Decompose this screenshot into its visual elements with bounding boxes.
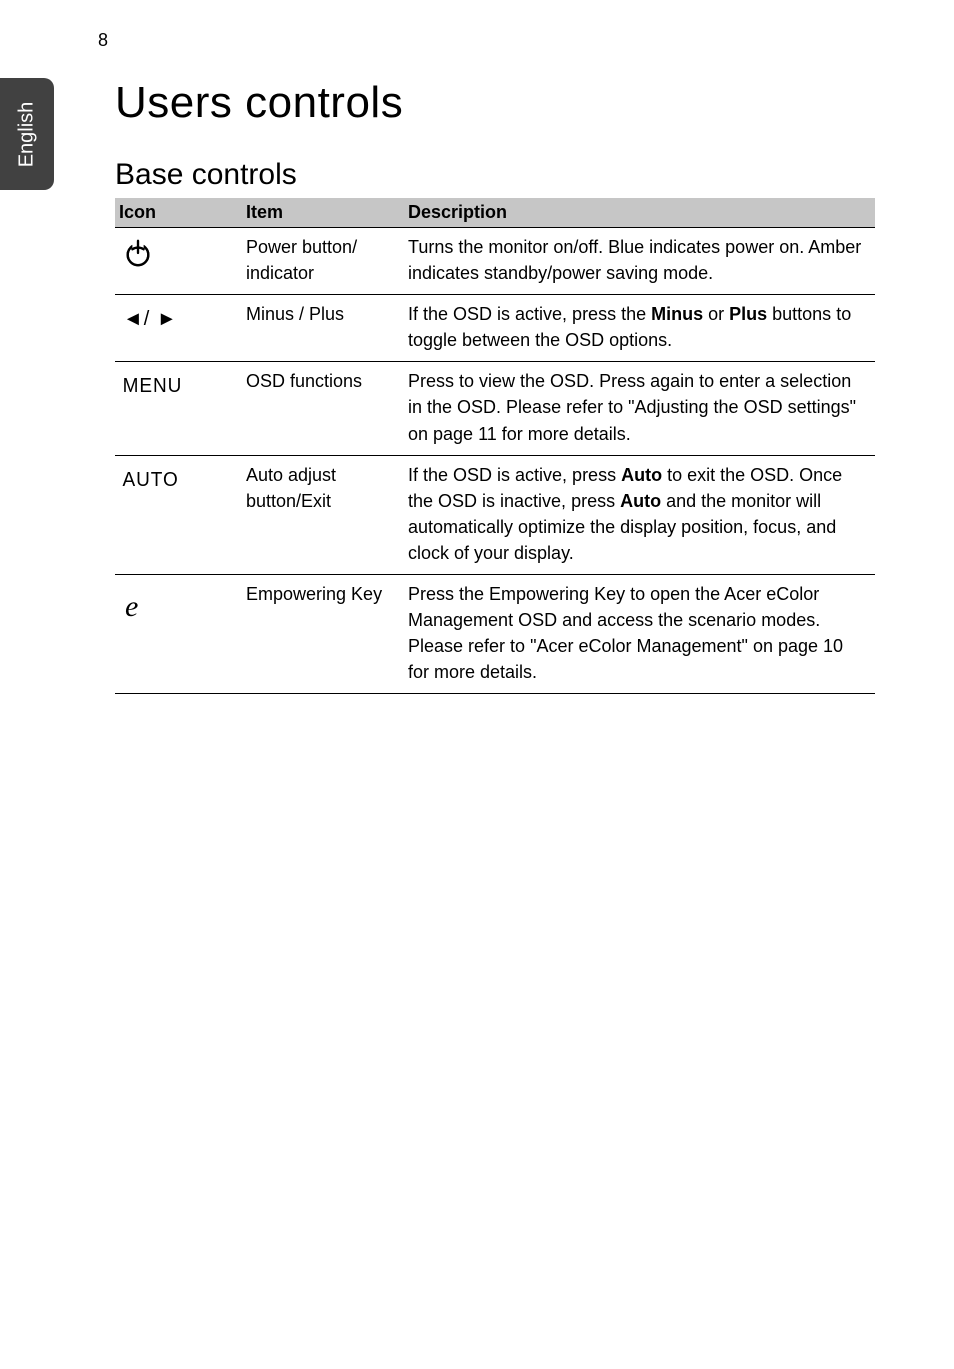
table-row: ◄/ ► Minus / Plus If the OSD is active, … [115, 295, 875, 362]
desc-text: If the OSD is active, press [408, 465, 621, 485]
desc-minusplus: If the OSD is active, press the Minus or… [404, 295, 875, 362]
icon-cell-empowering: e [115, 575, 242, 694]
table-row: Power button/ indicator Turns the monito… [115, 228, 875, 295]
menu-icon: MENU [123, 372, 183, 401]
table-row: e Empowering Key Press the Empowering Ke… [115, 575, 875, 694]
desc-bold: Minus [651, 304, 703, 324]
page-number: 8 [98, 30, 108, 51]
main-content: Users controls Base controls Icon Item D… [115, 78, 875, 694]
item-empowering: Empowering Key [242, 575, 404, 694]
item-auto: Auto adjust button/Exit [242, 455, 404, 574]
desc-bold: Auto [621, 465, 662, 485]
icon-cell-arrows: ◄/ ► [115, 295, 242, 362]
desc-bold: Plus [729, 304, 767, 324]
desc-osd: Press to view the OSD. Press again to en… [404, 362, 875, 455]
table-row: AUTO Auto adjust button/Exit If the OSD … [115, 455, 875, 574]
heading-users-controls: Users controls [115, 78, 875, 128]
desc-text: If the OSD is active, press the [408, 304, 651, 324]
desc-power: Turns the monitor on/off. Blue indicates… [404, 228, 875, 295]
header-icon: Icon [115, 198, 242, 228]
table-header-row: Icon Item Description [115, 198, 875, 228]
table-row: MENU OSD functions Press to view the OSD… [115, 362, 875, 455]
language-tab-label: English [16, 101, 39, 167]
empowering-icon: e [125, 590, 138, 623]
language-tab: English [0, 78, 54, 190]
item-osd: OSD functions [242, 362, 404, 455]
left-right-arrows-icon: ◄/ ► [123, 308, 178, 330]
header-description: Description [404, 198, 875, 228]
desc-auto: If the OSD is active, press Auto to exit… [404, 455, 875, 574]
controls-table: Icon Item Description [115, 198, 875, 694]
desc-text: or [703, 304, 729, 324]
icon-cell-auto: AUTO [115, 455, 242, 574]
desc-empowering: Press the Empowering Key to open the Ace… [404, 575, 875, 694]
item-power: Power button/ indicator [242, 228, 404, 295]
icon-cell-menu: MENU [115, 362, 242, 455]
power-icon [123, 238, 153, 268]
heading-base-controls: Base controls [115, 158, 875, 192]
header-item: Item [242, 198, 404, 228]
desc-bold: Auto [620, 491, 661, 511]
item-minusplus: Minus / Plus [242, 295, 404, 362]
auto-icon: AUTO [122, 466, 178, 495]
icon-cell-power [115, 228, 242, 295]
